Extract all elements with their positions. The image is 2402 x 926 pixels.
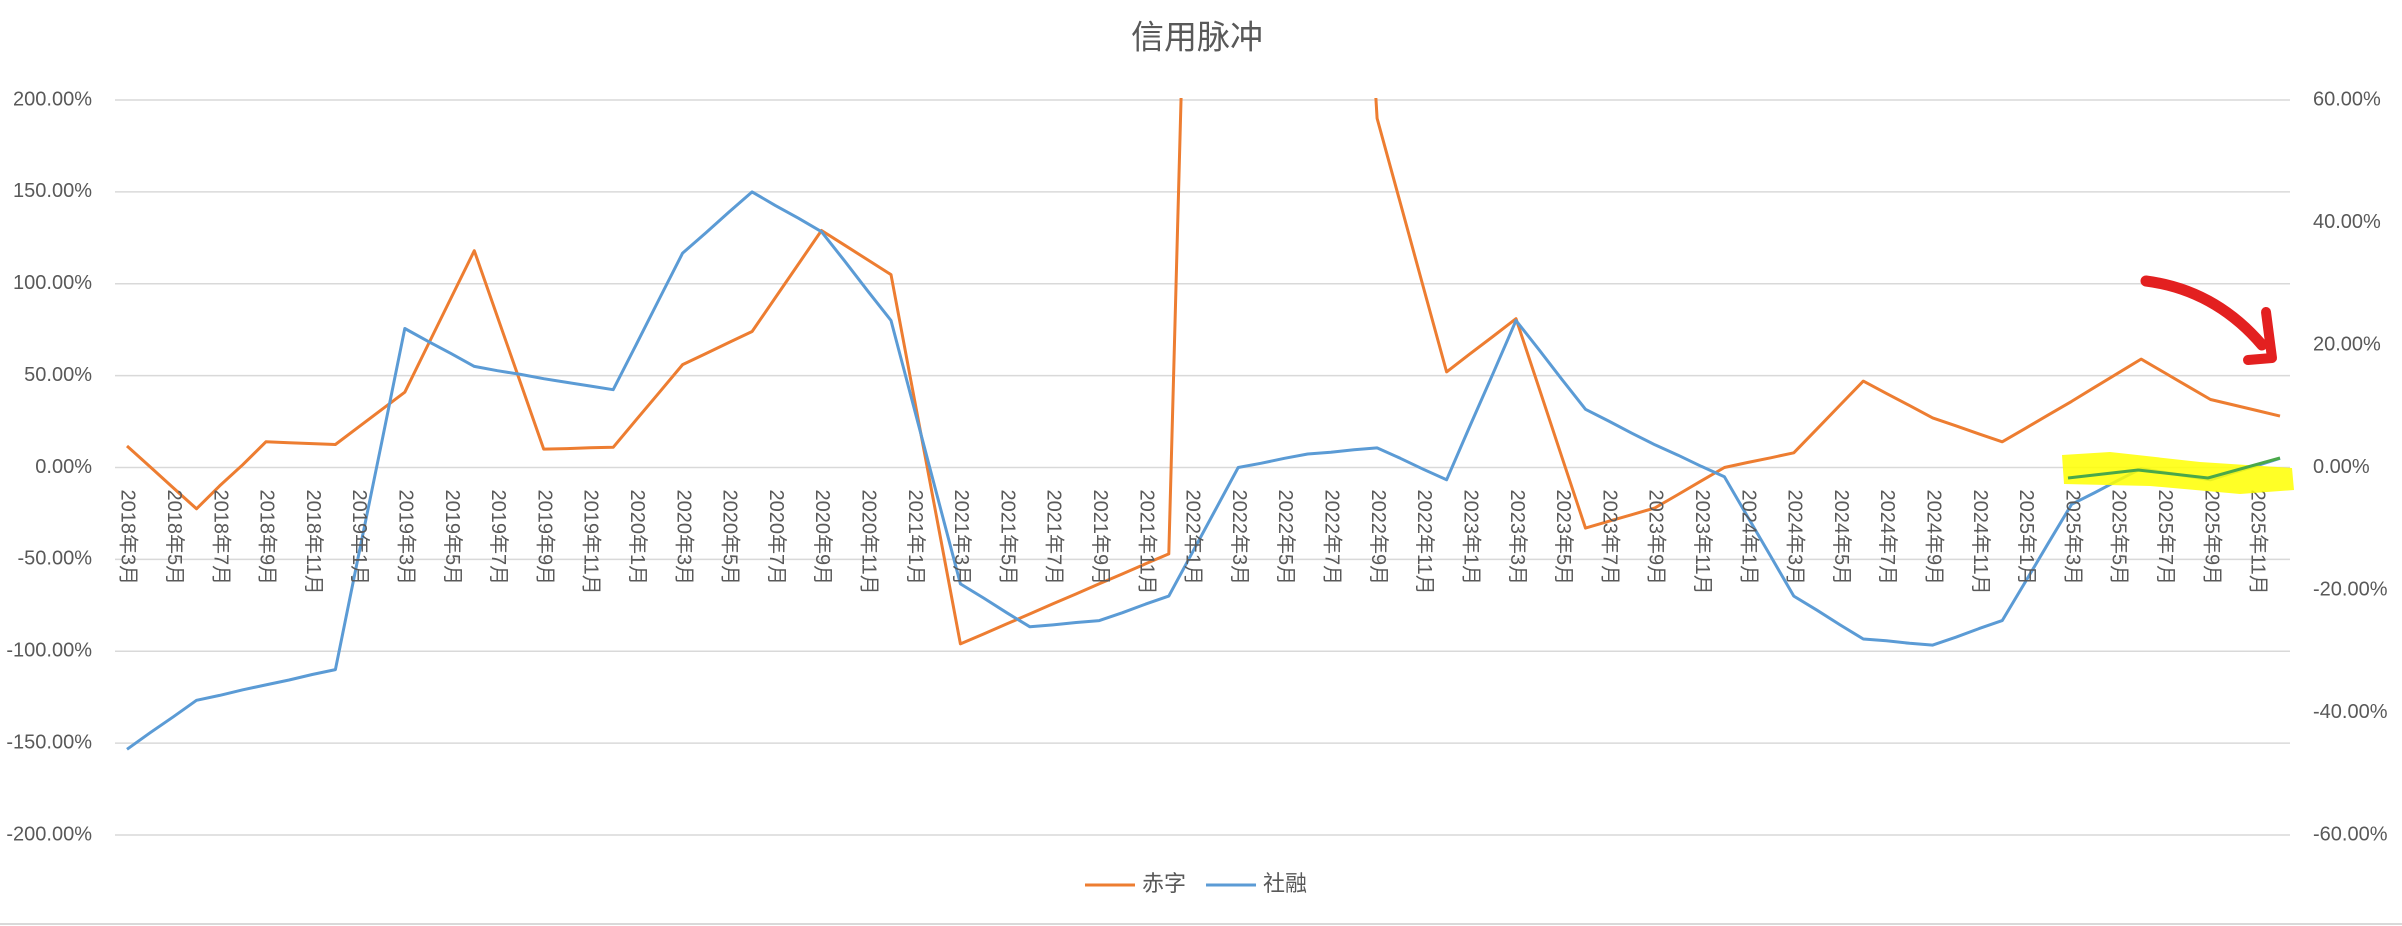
x-tick-label: 2022年1月 [1182,490,1205,586]
x-tick-label: 2024年9月 [1922,490,1945,586]
x-tick-label: 2021年5月 [996,490,1019,586]
x-tick-label: 2019年7月 [487,490,510,586]
x-tick-label: 2025年3月 [2061,490,2084,586]
y2-tick-label: -40.00% [2313,701,2388,723]
x-tick-label: 2023年9月 [1645,490,1668,586]
y-tick-label: 100.00% [13,272,92,294]
x-tick-label: 2023年1月 [1459,490,1482,586]
y-tick-label: -50.00% [18,548,93,570]
chart-title: 信用脉冲 [1131,19,1263,56]
y2-tick-label: 0.00% [2313,456,2370,478]
grid [115,99,2290,836]
y-tick-label: -150.00% [6,731,92,753]
legend-label: 赤字 [1142,871,1186,896]
x-tick-label: 2022年3月 [1228,490,1251,586]
x-tick-label: 2020年3月 [672,490,695,586]
y-tick-label: -200.00% [6,823,92,845]
y2-tick-label: 60.00% [2313,88,2381,110]
x-tick-label: 2024年7月 [1876,490,1899,586]
x-tick-label: 2025年1月 [2015,490,2038,586]
series-line [126,190,2281,751]
x-tick-label: 2018年7月 [209,490,232,586]
arrow-head [2243,307,2277,365]
x-tick-label: 2018年11月 [302,490,325,595]
highlight-line [2067,456,2281,480]
y-tick-label: 150.00% [13,180,92,202]
x-tick-label: 2020年11月 [858,490,881,595]
x-tick-label: 2021年11月 [1135,490,1158,595]
x-tick-label: 2022年7月 [1321,490,1344,586]
x-tick-label: 2024年1月 [1737,490,1760,586]
y2-tick-label: 40.00% [2313,211,2381,233]
x-tick-label: 2020年9月 [811,490,834,586]
series-line [125,98,2281,646]
x-tick-label: 2021年1月 [904,490,927,586]
x-tick-label: 2018年3月 [117,490,140,586]
y-tick-label: -100.00% [6,640,92,662]
x-tick-label: 2019年11月 [580,490,603,595]
y2-tick-label: 20.00% [2313,333,2381,355]
plot-area [125,98,2281,751]
x-tick-label: 2021年9月 [1089,490,1112,586]
x-tick-label: 2018年5月 [163,490,186,586]
x-tick-label: 2023年11月 [1691,490,1714,595]
x-tick-label: 2019年3月 [395,490,418,586]
x-tick-label: 2024年11月 [1969,490,1992,595]
x-tick-label: 2018年9月 [256,490,279,586]
x-tick-label: 2022年5月 [1274,490,1297,586]
x-tick-label: 2019年1月 [348,490,371,586]
x-tick-label: 2020年1月 [626,490,649,586]
y-tick-label: 50.00% [24,364,92,386]
labels: -200.00% -150.00% -100.00% -50.00% 0.00% 50.0… [6,88,2387,896]
x-tick-label: 2024年5月 [1830,490,1853,586]
y2-tick-label: -20.00% [2313,578,2388,600]
x-tick-label: 2023年7月 [1598,490,1621,586]
arrow [2140,275,2268,351]
x-tick-label: 2019年9月 [533,490,556,586]
highlight [2062,452,2294,494]
x-tick-label: 2021年7月 [1043,490,1066,586]
x-tick-label: 2023年3月 [1506,490,1529,586]
x-tick-label: 2021年3月 [950,490,973,586]
y-tick-label: 200.00% [13,88,92,110]
x-tick-label: 2019年5月 [441,490,464,586]
x-tick-label: 2023年5月 [1552,490,1575,586]
y-tick-label: 0.00% [35,456,92,478]
x-tick-label: 2022年11月 [1413,490,1436,595]
y2-tick-label: -60.00% [2313,823,2388,845]
x-tick-label: 2025年7月 [2154,490,2177,586]
x-tick-label: 2020年5月 [719,490,742,586]
x-tick-label: 2024年3月 [1784,490,1807,586]
x-tick-label: 2020年7月 [765,490,788,586]
x-tick-label: 2025年5月 [2108,490,2131,586]
x-tick-label: 2025年11月 [2247,490,2270,595]
x-tick-label: 2022年9月 [1367,490,1390,586]
legend-label: 社融 [1263,871,1307,896]
x-tick-label: 2025年9月 [2200,490,2223,586]
